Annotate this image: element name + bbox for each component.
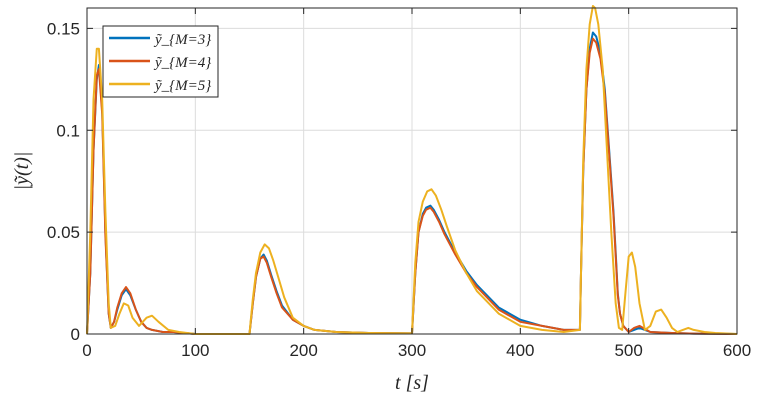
legend-label-m5: ỹ_{M=5} — [153, 78, 211, 94]
x-tick-label: 500 — [614, 341, 642, 360]
y-axis-label: |ỹ(t)| — [11, 152, 33, 191]
y-tick-label: 0.15 — [47, 19, 80, 38]
series-line-5 — [86, 5, 738, 335]
x-tick-label: 600 — [723, 341, 751, 360]
y-tick-label: 0.1 — [56, 121, 80, 140]
y-tick-label: 0 — [71, 325, 80, 344]
x-tick-label: 300 — [398, 341, 426, 360]
x-tick-label: 100 — [181, 341, 209, 360]
x-axis-label: t [s] — [395, 372, 429, 394]
x-tick-label: 400 — [506, 341, 534, 360]
x-tick-label: 200 — [289, 341, 317, 360]
y-tick-label: 0.05 — [47, 223, 80, 242]
legend-label-m3: ỹ_{M=3} — [153, 32, 211, 48]
series-lines — [86, 5, 738, 335]
legend-label-m4: ỹ_{M=4} — [153, 55, 211, 71]
axis-ticks: 0 100 200 300 400 500 600 0 0.05 0.1 0.15 — [47, 8, 751, 360]
legend: ỹ_{M=3} ỹ_{M=4} ỹ_{M=5} — [102, 25, 219, 98]
x-tick-label: 0 — [82, 341, 91, 360]
